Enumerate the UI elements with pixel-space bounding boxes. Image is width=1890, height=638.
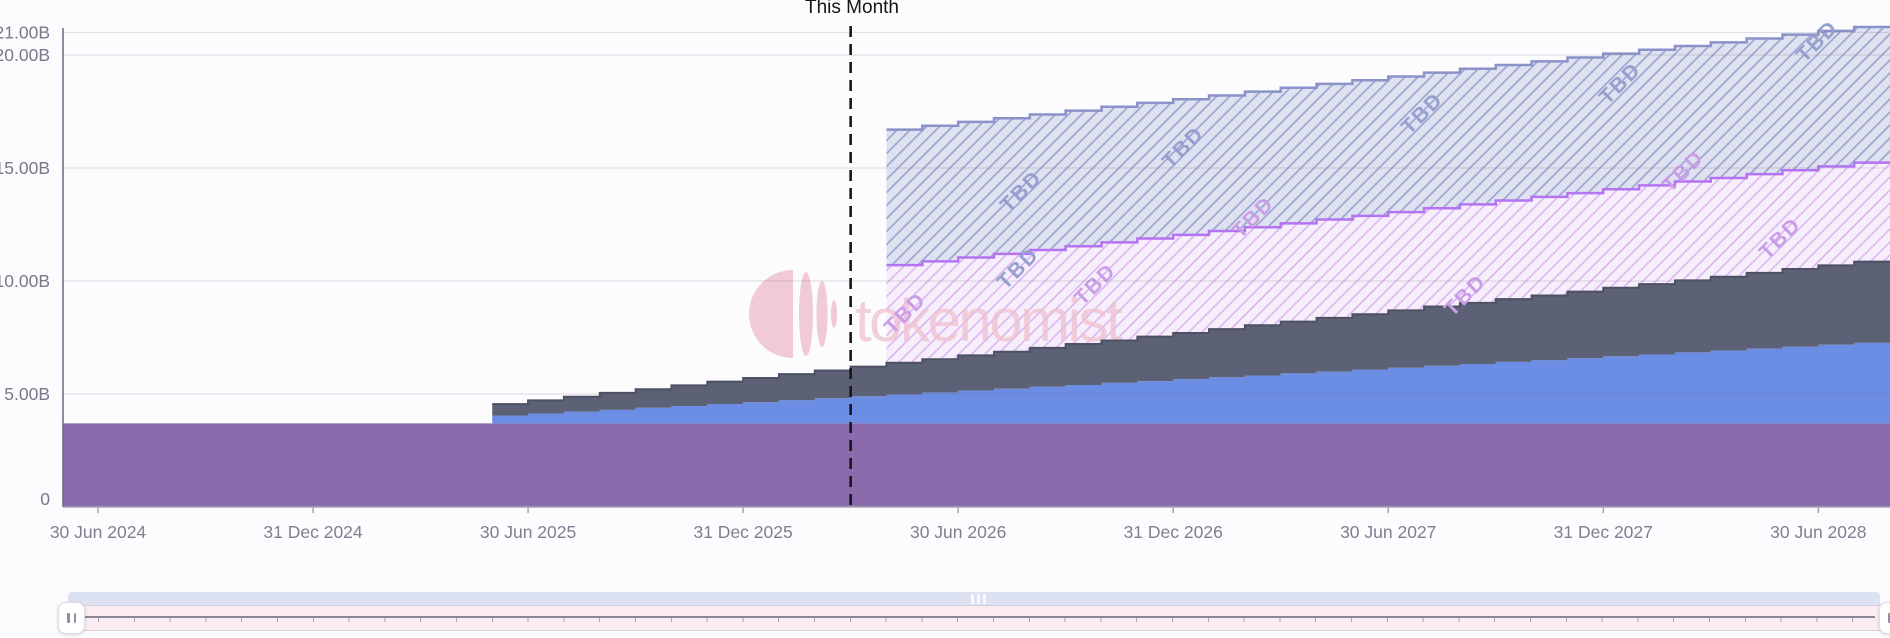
tokenomist-logo-icon xyxy=(749,270,793,358)
series-area-allocation-blue[interactable] xyxy=(492,342,1890,424)
series-area-allocation-slate[interactable] xyxy=(492,261,1890,416)
x-axis-label: 30 Jun 2028 xyxy=(1770,522,1866,542)
navigator-baseline xyxy=(85,616,1875,618)
series-edge-tbd-lavender xyxy=(886,161,1890,267)
watermark: tokenomist xyxy=(749,270,1125,358)
x-axis-label: 31 Dec 2027 xyxy=(1554,522,1653,542)
watermark-text: tokenomist xyxy=(855,287,1123,354)
navigator-range-bar[interactable] xyxy=(68,592,1880,606)
tokenomist-logo-icon xyxy=(816,281,828,347)
tokenomist-logo-icon xyxy=(831,300,837,328)
series-edge-tbd-periwinkle xyxy=(886,25,1890,131)
y-axis-label: 20.00B xyxy=(0,45,50,65)
x-axis-label: 31 Dec 2025 xyxy=(693,522,792,542)
y-axis-label: 21.00B xyxy=(0,22,50,42)
navigator-ticks xyxy=(98,618,1868,622)
series-area-allocation-purple[interactable] xyxy=(62,423,1890,507)
this-month-label: This Month xyxy=(805,0,899,18)
series-area-tbd-lavender[interactable] xyxy=(886,162,1890,363)
series-edge-allocation-slate xyxy=(492,260,1890,406)
drag-grip-icon xyxy=(67,613,70,623)
y-axis-label: 0 xyxy=(40,489,50,509)
tokenomist-logo-icon xyxy=(799,272,813,356)
drag-grip-icon xyxy=(73,613,76,623)
x-axis-label: 30 Jun 2025 xyxy=(480,522,576,542)
x-axis-label: 30 Jun 2026 xyxy=(910,522,1006,542)
x-axis-label: 31 Dec 2024 xyxy=(263,522,363,542)
series-area-tbd-periwinkle[interactable] xyxy=(886,26,1890,266)
x-axis-label: 30 Jun 2024 xyxy=(50,522,147,542)
plot-area[interactable]: tokenomistTBDTBDTBDTBDTBDTBDTBDTBDTBDTBD… xyxy=(62,16,1890,507)
y-axis-label: 10.00B xyxy=(0,271,50,291)
x-axis-label: 31 Dec 2026 xyxy=(1124,522,1223,542)
grip-dots-icon[interactable] xyxy=(971,594,986,604)
y-axis-label: 5.00B xyxy=(4,384,50,404)
navigator-left-handle[interactable] xyxy=(58,602,85,634)
navigator-right-handle[interactable] xyxy=(1879,602,1890,634)
drag-grip-icon xyxy=(1888,613,1890,623)
x-axis-label: 30 Jun 2027 xyxy=(1340,522,1436,542)
y-axis-label: 15.00B xyxy=(0,158,50,178)
